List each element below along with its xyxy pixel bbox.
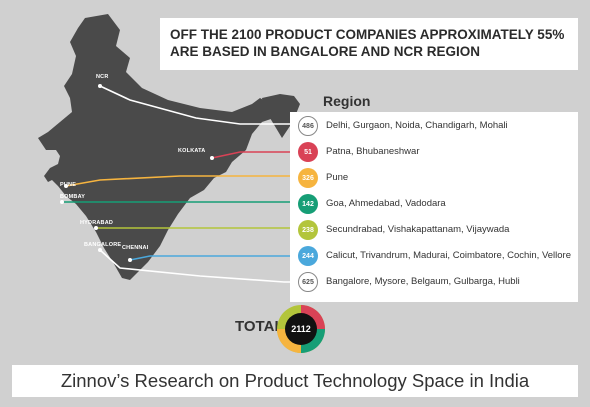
connector-chennai xyxy=(129,255,300,261)
connector-lines xyxy=(62,85,300,283)
total-core xyxy=(285,313,317,345)
map-label-ncr: NCR xyxy=(96,74,109,80)
region-label: Goa, Ahmedabad, Vadodara xyxy=(326,198,446,209)
map-label-bombay: BOMBAY xyxy=(60,194,86,200)
total-label: TOTAL xyxy=(235,318,284,335)
region-label: Pune xyxy=(326,172,349,183)
headline-line-2: ARE BASED IN BANGALORE AND NCR REGION xyxy=(170,44,481,59)
region-list: 486 Delhi, Gurgaon, Noida, Chandigarh, M… xyxy=(290,112,578,302)
map-label-pune: PUNE xyxy=(60,182,77,188)
count-badge: 238 xyxy=(298,220,318,240)
region-label: Calicut, Trivandrum, Madurai, Coimbatore… xyxy=(326,250,571,261)
region-row: 625 Bangalore, Mysore, Belgaum, Gulbarga… xyxy=(290,270,578,296)
count-badge: 486 xyxy=(298,116,318,136)
headline-line-1: OFF THE 2100 PRODUCT COMPANIES APPROXIMA… xyxy=(170,27,565,42)
region-label: Bangalore, Mysore, Belgaum, Gulbarga, Hu… xyxy=(326,276,520,287)
total-value: 2112 xyxy=(291,324,311,334)
total-badge: 2112 xyxy=(277,305,325,353)
map-label-bangalore: BANGALORE xyxy=(84,242,122,248)
map-label-hydrabad: HYDRABAD xyxy=(80,220,114,226)
count-badge: 625 xyxy=(298,272,318,292)
footer-caption: Zinnov’s Research on Product Technology … xyxy=(12,365,578,397)
region-label: Delhi, Gurgaon, Noida, Chandigarh, Mohal… xyxy=(326,120,508,131)
count-badge: 244 xyxy=(298,246,318,266)
region-row: 238 Secundrabad, Vishakapattanam, Vijayw… xyxy=(290,218,578,244)
count-badge: 142 xyxy=(298,194,318,214)
region-row: 244 Calicut, Trivandrum, Madurai, Coimba… xyxy=(290,244,578,270)
connector-bangalore xyxy=(99,249,300,283)
region-row: 51 Patna, Bhubaneshwar xyxy=(290,140,578,166)
map-label-chennai: CHENNAI xyxy=(122,245,149,251)
connector-ncr xyxy=(99,85,298,125)
region-row: 142 Goa, Ahmedabad, Vadodara xyxy=(290,192,578,218)
headline-box: OFF THE 2100 PRODUCT COMPANIES APPROXIMA… xyxy=(160,18,578,70)
count-badge: 326 xyxy=(298,168,318,188)
region-row: 326 Pune xyxy=(290,166,578,192)
connector-pune xyxy=(65,175,300,187)
count-badge: 51 xyxy=(298,142,318,162)
connector-kolkata xyxy=(211,151,300,159)
region-row: 486 Delhi, Gurgaon, Noida, Chandigarh, M… xyxy=(290,114,578,140)
india-silhouette xyxy=(38,14,274,280)
map-label-kolkata: KOLKATA xyxy=(178,148,206,154)
northeast-region xyxy=(262,94,300,138)
region-title: Region xyxy=(323,93,371,109)
region-label: Patna, Bhubaneshwar xyxy=(326,146,420,157)
city-dots xyxy=(60,84,214,262)
region-label: Secundrabad, Vishakapattanam, Vijaywada xyxy=(326,224,510,235)
